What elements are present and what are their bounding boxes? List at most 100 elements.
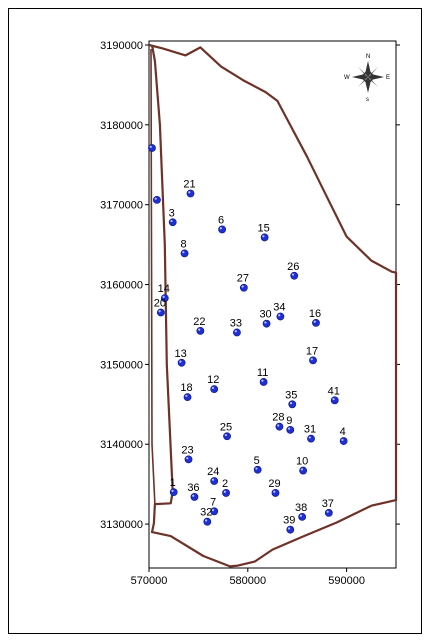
y-tick-label: 3130000: [100, 519, 143, 531]
sample-point-label: 18: [180, 382, 192, 394]
sample-point-highlight: [241, 285, 244, 288]
sample-point: [153, 195, 161, 204]
sample-point: [233, 328, 241, 337]
y-tick-label: 3140000: [100, 439, 143, 451]
x-tick-label: 580000: [229, 575, 266, 587]
sample-point-label: 37: [322, 498, 334, 510]
sample-point-label: 38: [295, 502, 307, 514]
sample-point-highlight: [223, 490, 226, 493]
sample-point-highlight: [219, 227, 223, 230]
sample-point-label: 15: [257, 222, 269, 234]
compass-north-label: N: [366, 54, 370, 60]
sample-point-label: 36: [187, 482, 199, 494]
sample-point: [299, 466, 308, 475]
sample-point-label: 2: [222, 478, 228, 490]
sample-point-highlight: [185, 394, 188, 398]
sample-point: [275, 422, 284, 431]
sample-point-highlight: [308, 436, 311, 439]
sample-point-highlight: [158, 310, 161, 313]
sample-point: [260, 233, 269, 242]
sample-point-highlight: [313, 320, 316, 323]
sample-point: [168, 218, 177, 227]
sample-point-label: 32: [200, 507, 212, 519]
sample-point-highlight: [287, 527, 291, 530]
sample-point: [262, 319, 271, 328]
sample-point: [210, 385, 219, 394]
sample-point-label: 5: [254, 455, 260, 467]
sample-point-highlight: [289, 402, 293, 405]
sample-point-highlight: [310, 358, 313, 361]
sample-point-label: 31: [304, 424, 316, 436]
sample-point-highlight: [171, 489, 174, 493]
sample-point: [253, 465, 262, 474]
sample-point: [259, 378, 268, 386]
sample-point-highlight: [287, 427, 291, 430]
sample-point-highlight: [332, 398, 335, 401]
sample-point-highlight: [154, 197, 157, 200]
sample-point-highlight: [204, 519, 208, 522]
sample-point-highlight: [262, 235, 265, 238]
sample-point-label: 17: [306, 345, 318, 357]
sample-point-highlight: [326, 510, 329, 513]
sample-point: [196, 326, 205, 335]
sample-point: [324, 509, 333, 517]
sample-point: [203, 517, 212, 526]
sample-point-highlight: [211, 478, 215, 481]
sample-point-highlight: [273, 490, 276, 493]
map-frame: [8, 8, 422, 634]
sample-point: [184, 455, 193, 464]
sample-point-label: 16: [309, 308, 321, 320]
sample-point: [276, 312, 285, 321]
sample-point-label: 6: [218, 214, 224, 226]
sample-point-label: 7: [210, 496, 216, 508]
sample-point: [183, 393, 192, 402]
sample-point: [222, 489, 230, 497]
sample-point: [330, 396, 339, 405]
y-tick-label: 3170000: [100, 200, 143, 212]
sample-point-highlight: [261, 379, 264, 382]
y-tick-label: 3160000: [100, 280, 143, 292]
sample-point-label: 11: [257, 367, 268, 379]
sample-point-label: 10: [296, 456, 308, 468]
sample-point: [148, 144, 156, 152]
sample-point: [218, 225, 227, 234]
sample-point-highlight: [211, 509, 215, 512]
sample-point-label: 25: [220, 421, 232, 433]
sample-point-highlight: [182, 251, 185, 254]
sample-point-label: 12: [207, 374, 219, 386]
sample-point-highlight: [186, 457, 189, 460]
sample-point-label: 39: [283, 515, 295, 527]
sample-point-label: 35: [285, 389, 297, 401]
y-tick-label: 3190000: [100, 40, 143, 52]
sample-point-label: 4: [340, 426, 346, 438]
sample-point: [307, 434, 315, 443]
sample-point-highlight: [188, 191, 191, 194]
sample-point: [169, 488, 178, 497]
sample-point-label: 41: [328, 385, 340, 397]
x-tick-label: 590000: [328, 575, 365, 587]
sample-point-highlight: [162, 295, 165, 299]
compass-east-label: E: [386, 75, 390, 81]
sample-point-highlight: [179, 360, 182, 363]
sample-point: [286, 525, 295, 534]
study-area-boundary: [148, 43, 398, 568]
sample-point-highlight: [300, 468, 304, 471]
sample-point-highlight: [255, 467, 258, 470]
sample-point-label: 27: [237, 273, 249, 285]
sample-point-highlight: [149, 145, 152, 148]
sample-point-label: 23: [181, 444, 193, 456]
sample-point-highlight: [170, 219, 173, 223]
sample-point-highlight: [299, 514, 303, 517]
sample-point: [309, 356, 317, 365]
compass-west-label: W: [344, 75, 350, 81]
sample-point-label: 34: [273, 301, 285, 313]
sample-point: [286, 425, 295, 434]
sample-point-label: 9: [286, 415, 292, 427]
sample-point: [312, 318, 320, 327]
y-axis-ticks: 3130000 3140000 3150000 3160000 3170000 31800…: [100, 40, 400, 531]
sample-point: [288, 400, 297, 409]
sample-point-highlight: [192, 494, 195, 497]
y-tick-label: 3180000: [100, 120, 143, 132]
